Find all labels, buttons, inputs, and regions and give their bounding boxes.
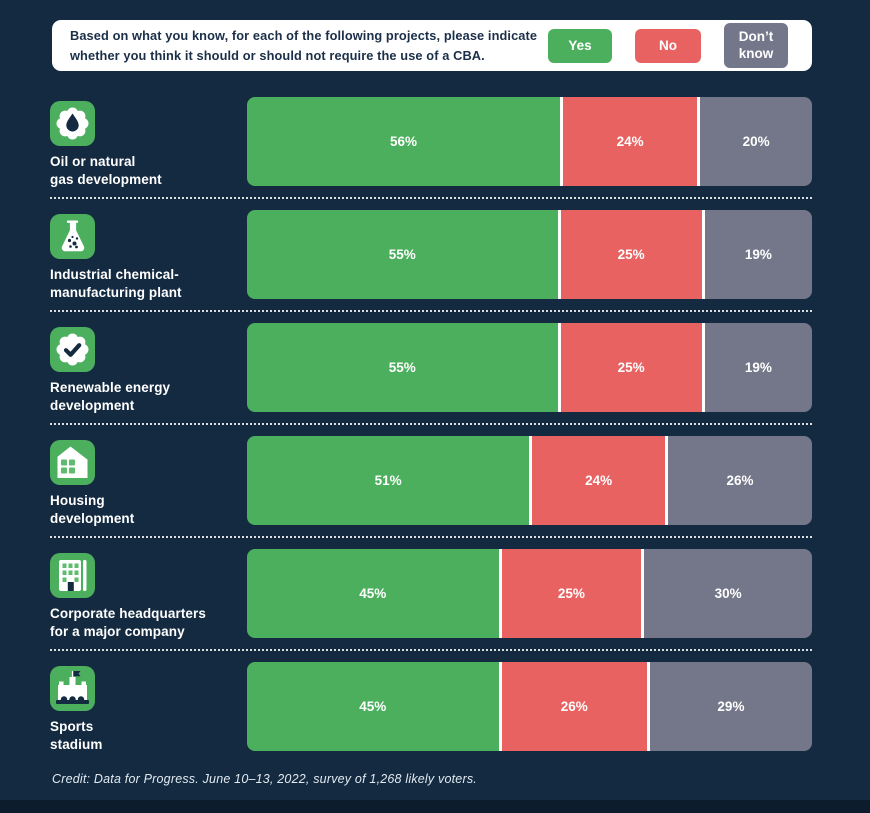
bar-segment-dont-know: 19%	[701, 323, 812, 412]
segment-value: 29%	[717, 699, 745, 714]
segment-value: 26%	[726, 473, 754, 488]
building-icon	[50, 553, 95, 598]
credit-text: Credit: Data for Progress. June 10–13, 2…	[52, 772, 477, 786]
chart-row: Housing development 51% 24% 26%	[0, 436, 870, 549]
category: Industrial chemical-manufacturing plant	[50, 214, 246, 302]
chart-row: Corporate headquarters for a major compan…	[0, 549, 870, 662]
category: Renewable energy development	[50, 327, 246, 415]
segment-value: 25%	[617, 360, 645, 375]
category: Housing development	[50, 440, 246, 528]
segment-value: 51%	[374, 473, 402, 488]
legend: Yes No Don’t know	[548, 23, 788, 68]
segment-value: 19%	[744, 360, 772, 375]
legend-dont-know-chip: Don’t know	[724, 23, 788, 68]
segment-value: 45%	[359, 586, 387, 601]
category-label: Corporate headquarters for a major compan…	[50, 606, 206, 640]
bar-segment-yes: 45%	[247, 549, 499, 638]
bar-segment-yes: 51%	[247, 436, 530, 525]
category-label: Housing development	[50, 493, 135, 527]
legend-no-chip: No	[635, 28, 701, 63]
bar-segment-dont-know: 19%	[701, 210, 812, 299]
stadium-icon	[50, 666, 95, 711]
category-label: Renewable energy development	[50, 380, 171, 414]
house-icon	[50, 440, 95, 485]
question-panel: Based on what you know, for each of the …	[52, 20, 812, 71]
chart-row: Industrial chemical-manufacturing plant …	[0, 210, 870, 323]
bar-segment-no: 24%	[560, 97, 698, 186]
legend-yes-chip: Yes	[548, 28, 612, 63]
stacked-bar: 45% 25% 30%	[247, 549, 812, 638]
chart-rows: Oil or natural gas development 56% 24% 20…	[0, 97, 870, 775]
category-label: Sports stadium	[50, 719, 103, 753]
bar-segment-dont-know: 29%	[646, 662, 812, 751]
category-label: Industrial chemical-manufacturing plant	[50, 267, 182, 301]
segment-value: 25%	[557, 586, 585, 601]
segment-value: 56%	[390, 134, 418, 149]
stacked-bar: 56% 24% 20%	[247, 97, 812, 186]
segment-value: 19%	[744, 247, 772, 262]
bar-segment-no: 25%	[557, 323, 702, 412]
bar-segment-no: 24%	[529, 436, 666, 525]
flask-icon	[50, 214, 95, 259]
segment-value: 55%	[388, 360, 416, 375]
bar-segment-dont-know: 20%	[697, 97, 812, 186]
bar-segment-no: 26%	[498, 662, 647, 751]
bar-segment-yes: 45%	[247, 662, 499, 751]
bar-segment-yes: 55%	[247, 210, 558, 299]
bar-segment-dont-know: 30%	[641, 549, 812, 638]
chart-row: Oil or natural gas development 56% 24% 20…	[0, 97, 870, 210]
bar-segment-dont-know: 26%	[665, 436, 812, 525]
segment-value: 24%	[585, 473, 613, 488]
stacked-bar: 55% 25% 19%	[247, 210, 812, 299]
check-badge-icon	[50, 327, 95, 372]
bar-segment-yes: 55%	[247, 323, 558, 412]
segment-value: 30%	[714, 586, 742, 601]
segment-value: 25%	[617, 247, 645, 262]
bottom-band	[0, 800, 870, 813]
stacked-bar: 51% 24% 26%	[247, 436, 812, 525]
stacked-bar: 55% 25% 19%	[247, 323, 812, 412]
bar-segment-no: 25%	[557, 210, 702, 299]
stacked-bar: 45% 26% 29%	[247, 662, 812, 751]
segment-value: 45%	[359, 699, 387, 714]
oil-drop-icon	[50, 101, 95, 146]
category: Sports stadium	[50, 666, 246, 754]
segment-value: 55%	[388, 247, 416, 262]
bar-segment-yes: 56%	[247, 97, 561, 186]
category: Corporate headquarters for a major compan…	[50, 553, 246, 641]
segment-value: 24%	[616, 134, 644, 149]
bar-segment-no: 25%	[498, 549, 642, 638]
chart-row: Sports stadium 45% 26% 29%	[0, 662, 870, 775]
category: Oil or natural gas development	[50, 101, 246, 189]
category-label: Oil or natural gas development	[50, 154, 162, 188]
chart-row: Renewable energy development 55% 25% 19%	[0, 323, 870, 436]
segment-value: 20%	[742, 134, 770, 149]
question-text: Based on what you know, for each of the …	[70, 28, 538, 63]
segment-value: 26%	[560, 699, 588, 714]
